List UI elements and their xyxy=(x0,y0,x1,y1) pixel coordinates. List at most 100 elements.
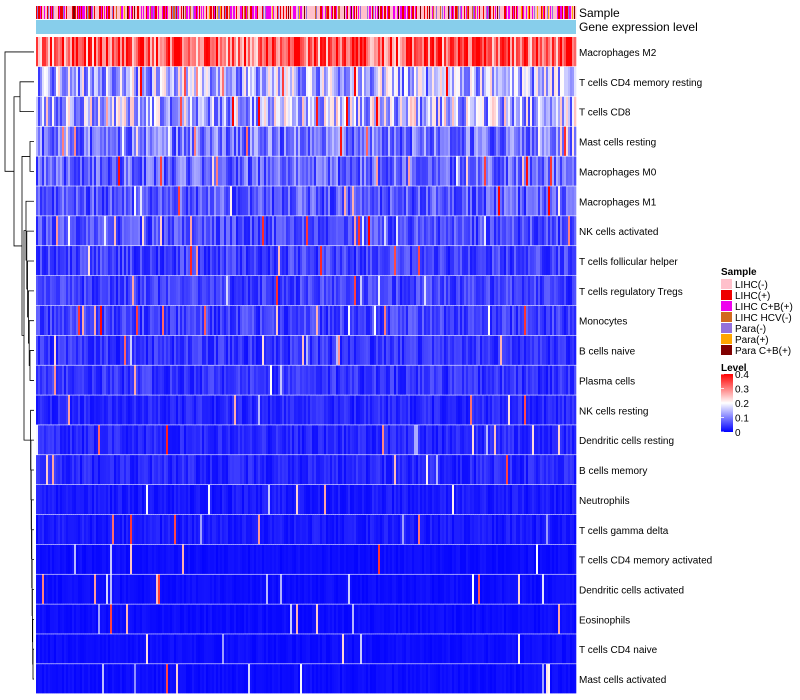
heatmap-cell xyxy=(468,455,471,485)
heatmap-cell xyxy=(504,126,507,156)
heatmap-cell xyxy=(574,66,577,97)
heatmap-cell xyxy=(306,305,309,336)
heatmap-cell xyxy=(128,275,131,306)
heatmap-cell xyxy=(74,156,77,186)
heatmap-cell xyxy=(346,335,349,365)
heatmap-cell xyxy=(568,246,571,276)
heatmap-cell xyxy=(188,66,191,97)
heatmap-cell xyxy=(454,96,457,126)
heatmap-cell xyxy=(202,425,205,455)
sample-annotation-cell xyxy=(39,6,41,19)
heatmap-cell xyxy=(492,365,495,395)
heatmap-cell xyxy=(246,156,249,186)
heatmap-cell xyxy=(262,156,265,186)
heatmap-cell xyxy=(488,37,491,67)
sample-annotation-cell xyxy=(456,6,458,19)
heatmap-cell xyxy=(162,425,165,455)
heatmap-cell xyxy=(332,96,335,126)
heatmap-cell xyxy=(440,484,443,515)
heatmap-cell xyxy=(256,216,259,246)
heatmap-cell xyxy=(62,275,65,306)
sample-annotation-cell xyxy=(325,6,327,19)
heatmap-cell xyxy=(94,305,97,336)
heatmap-cell xyxy=(116,186,119,216)
heatmap-cell xyxy=(344,365,347,395)
sample-annotation-cell xyxy=(102,6,104,19)
heatmap-cell xyxy=(166,455,169,485)
heatmap-cell xyxy=(382,305,385,336)
heatmap-cell xyxy=(530,455,533,485)
heatmap-cell xyxy=(56,246,59,276)
heatmap-cell xyxy=(356,186,359,216)
heatmap-cell xyxy=(234,425,237,455)
heatmap-cell xyxy=(94,66,97,97)
heatmap-cell xyxy=(250,365,253,395)
heatmap-cell xyxy=(94,455,97,485)
heatmap-cell xyxy=(212,156,215,186)
heatmap-cell xyxy=(138,514,141,545)
heatmap-cell xyxy=(70,425,73,455)
sample-annotation-cell xyxy=(443,6,445,19)
heatmap-cell xyxy=(244,186,247,216)
heatmap-cell xyxy=(300,96,303,126)
heatmap-cell xyxy=(222,425,225,455)
heatmap-cell xyxy=(64,455,67,485)
heatmap-cell xyxy=(320,305,323,336)
heatmap-cell xyxy=(508,305,511,336)
heatmap-cell xyxy=(558,37,561,67)
heatmap-cell xyxy=(480,246,483,276)
heatmap-cell xyxy=(112,186,115,216)
heatmap-cell xyxy=(300,126,303,156)
heatmap-cell xyxy=(130,246,133,276)
heatmap-cell xyxy=(184,186,187,216)
heatmap-cell xyxy=(140,305,143,336)
heatmap-cell xyxy=(280,484,283,515)
heatmap-cell xyxy=(400,395,403,425)
heatmap-cell xyxy=(446,455,449,485)
heatmap-cell xyxy=(414,335,417,365)
heatmap-cell xyxy=(434,246,437,276)
heatmap-cell xyxy=(520,305,523,336)
heatmap-cell xyxy=(218,484,221,515)
heatmap-cell xyxy=(446,156,449,186)
sample-annotation-cell xyxy=(450,6,452,19)
heatmap-cell xyxy=(268,96,271,126)
heatmap-cell xyxy=(460,365,463,395)
heatmap-cell xyxy=(446,246,449,276)
heatmap-cell xyxy=(376,96,379,126)
heatmap-cell xyxy=(114,395,117,425)
heatmap-cell xyxy=(508,275,511,306)
heatmap-cell xyxy=(372,216,375,246)
heatmap-cell xyxy=(342,246,345,276)
heatmap-cell xyxy=(234,216,237,246)
sample-annotation-cell xyxy=(296,6,298,19)
heatmap-cell xyxy=(202,365,205,395)
heatmap-cell xyxy=(92,186,95,216)
heatmap-cell xyxy=(212,425,215,455)
heatmap-cell xyxy=(332,365,335,395)
sample-annotation-cell xyxy=(268,6,270,19)
sample-annotation-cell xyxy=(569,6,571,19)
heatmap-cell xyxy=(156,156,159,186)
sample-annotation-cell xyxy=(478,6,480,19)
heatmap-cell xyxy=(120,484,123,515)
heatmap-cell xyxy=(330,37,333,67)
heatmap-cell xyxy=(162,66,165,97)
heatmap-cell xyxy=(276,126,279,156)
heatmap-cell xyxy=(476,216,479,246)
heatmap-cell xyxy=(250,37,253,67)
heatmap-cell xyxy=(396,66,399,97)
heatmap-cell xyxy=(206,305,209,336)
heatmap-cell xyxy=(514,126,517,156)
heatmap-cell xyxy=(486,395,489,425)
heatmap-cell xyxy=(72,305,75,336)
sample-annotation-cell xyxy=(475,6,477,19)
heatmap-cell xyxy=(182,425,185,455)
heatmap-cell xyxy=(430,455,433,485)
heatmap-cell xyxy=(210,425,213,455)
heatmap-cell xyxy=(82,484,85,515)
heatmap-cell xyxy=(392,66,395,97)
heatmap-cell xyxy=(468,246,471,276)
heatmap-cell xyxy=(378,126,381,156)
heatmap-cell xyxy=(242,37,245,67)
